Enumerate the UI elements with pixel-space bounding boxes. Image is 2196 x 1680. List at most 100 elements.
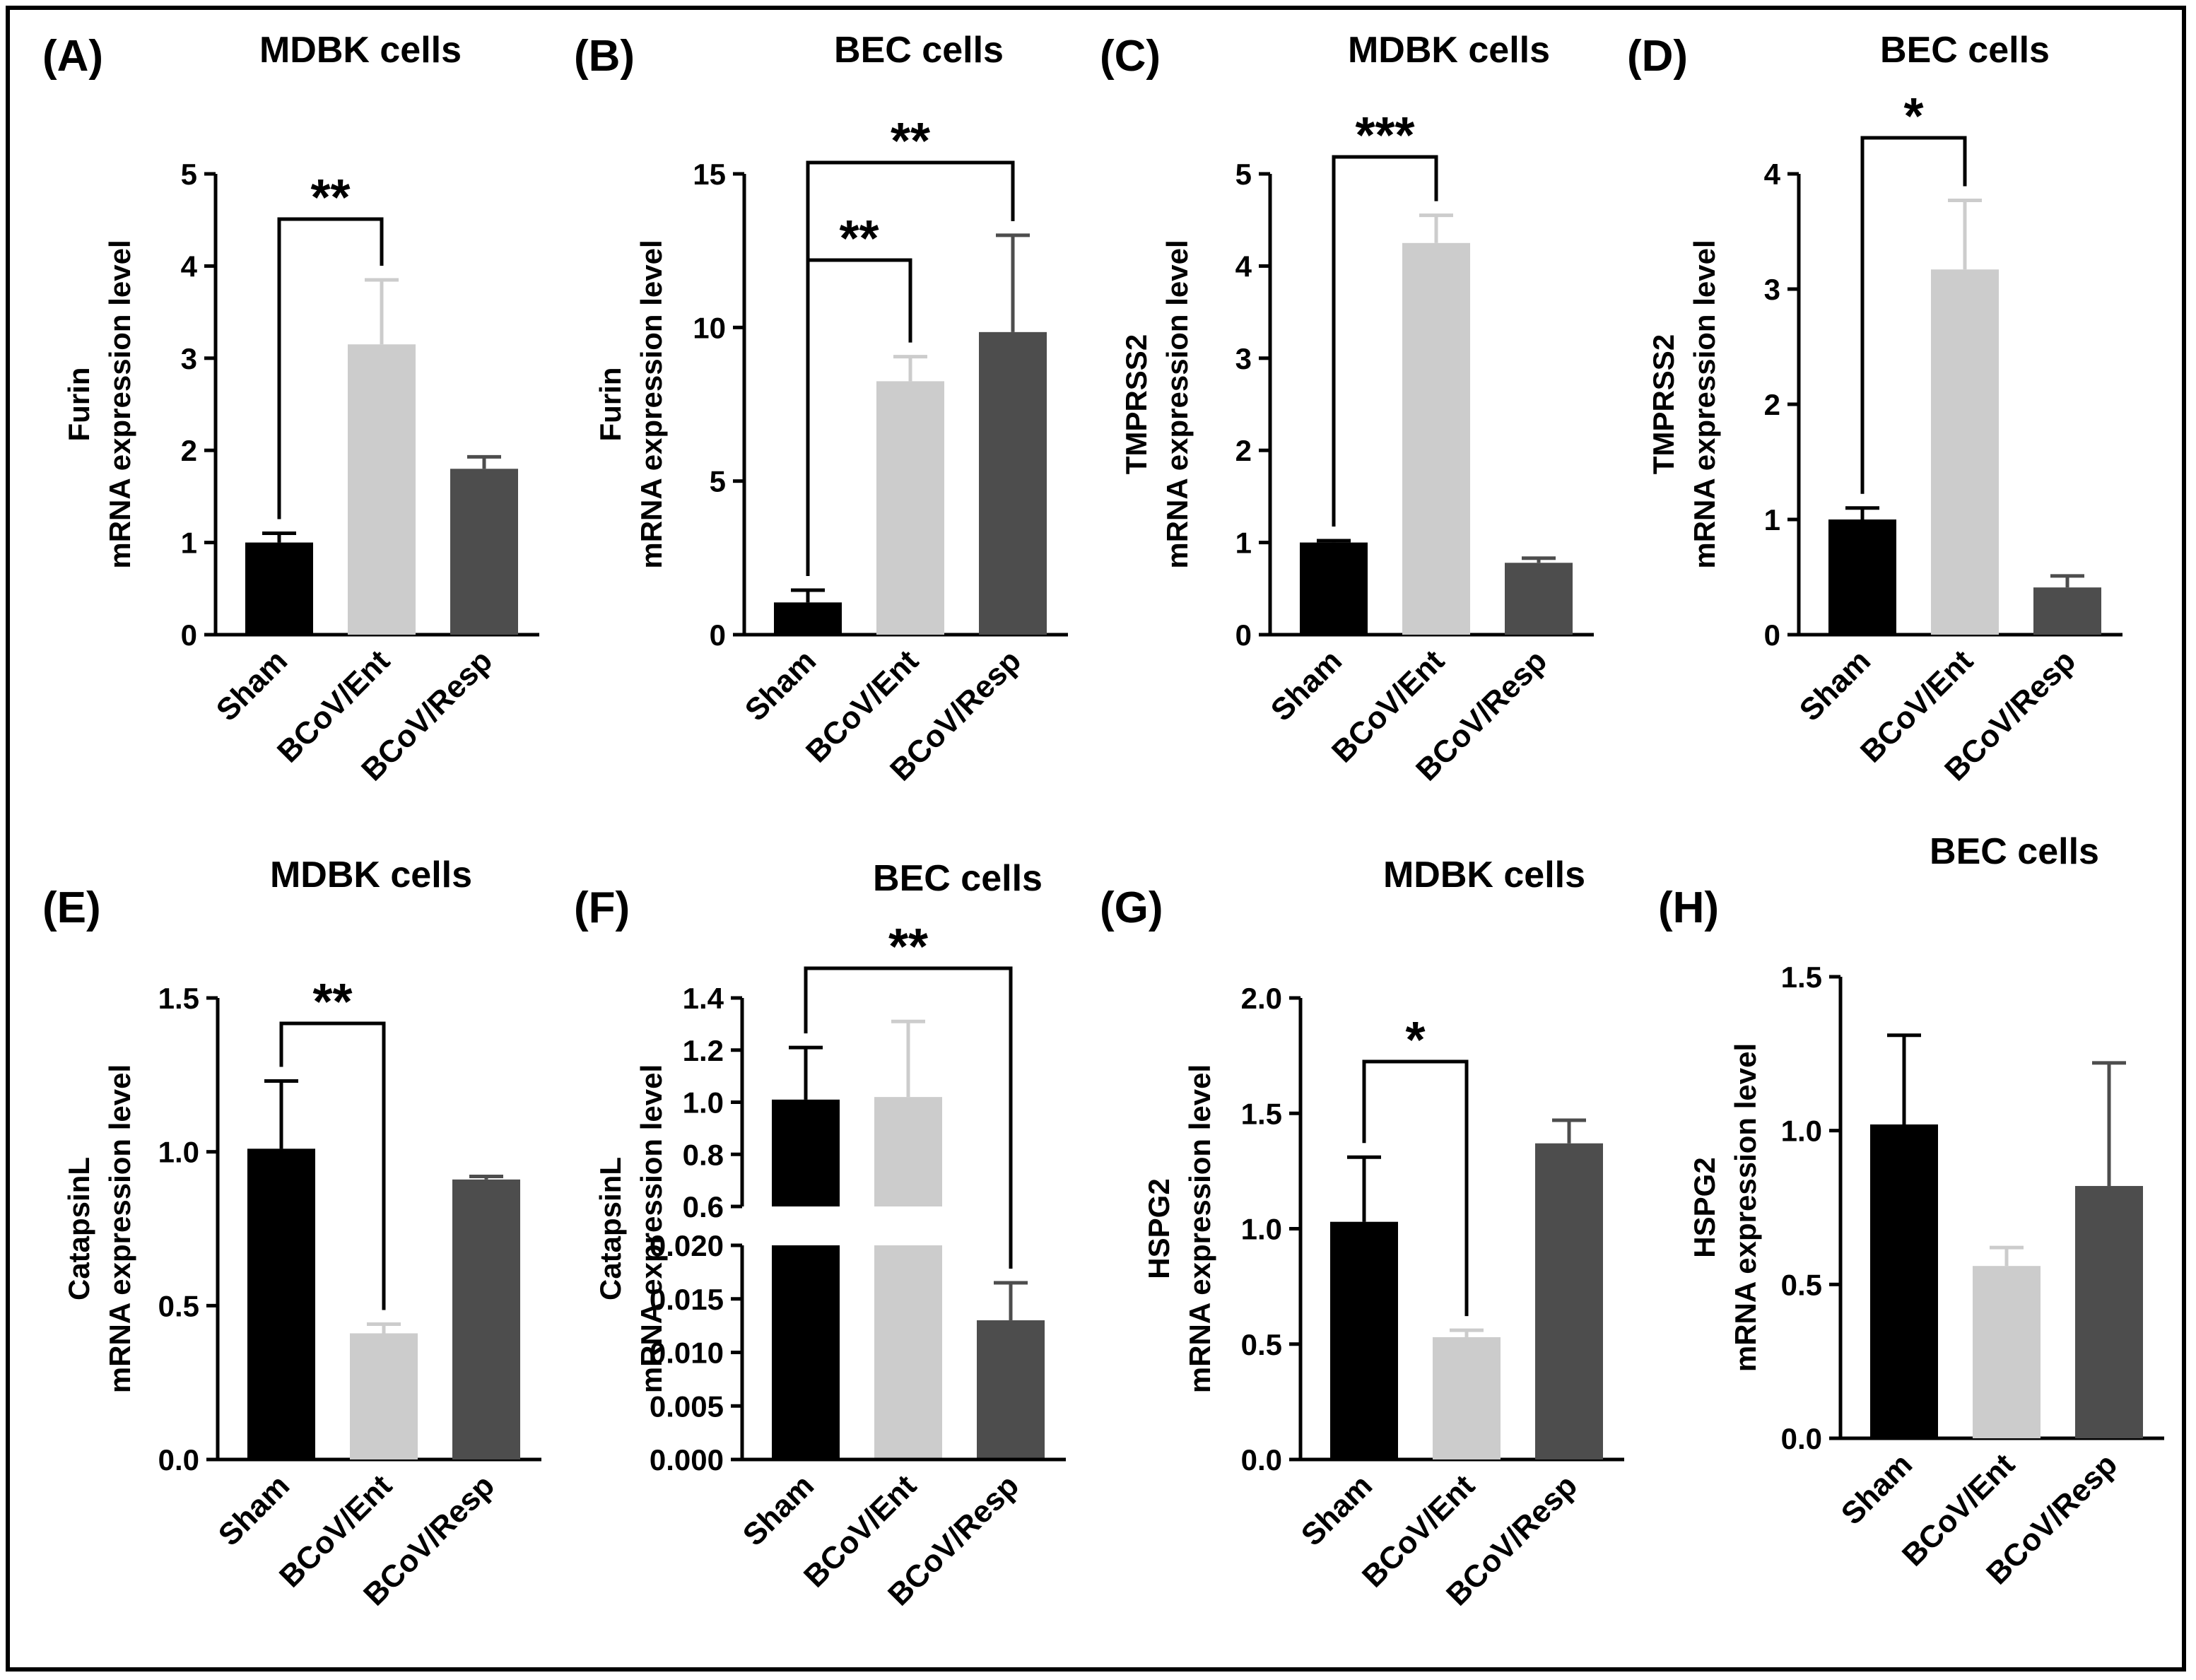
x-tick-label: Sham [1264,643,1349,727]
x-tick-label: Sham [739,643,823,727]
bar [1402,242,1470,635]
significance-label: ** [310,170,350,226]
y-tick-label: 0 [1764,618,1780,652]
y-tick-label: 3 [1235,342,1252,375]
y-tick-label: 4 [1235,249,1252,283]
y-tick-label: 0.5 [1241,1328,1282,1361]
bar [1300,542,1368,635]
y-tick-label: 0.000 [650,1443,724,1476]
y-tick-label: 1.2 [683,1034,724,1067]
y-axis-label: CatapsinL [594,1157,627,1300]
y-tick-label: 5 [710,465,726,498]
y-tick-label: 1.0 [683,1086,724,1120]
y-axis-label: Furin [62,368,95,442]
y-tick-label: 0.0 [158,1443,199,1476]
bar [245,542,313,635]
significance-label: ** [888,919,928,975]
bar [1535,1143,1603,1459]
significance-label: * [1903,88,1923,145]
bar [1870,1124,1938,1438]
y-tick-label: 2 [181,434,197,467]
chart-panel-4: (D) BEC cells TMPRSS2 mRNA expression level… [1627,30,2122,787]
bar [350,1333,418,1459]
y-axis-label: CatapsinL [62,1157,95,1300]
chart-title: MDBK cells [1348,30,1550,71]
chart-title: BEC cells [1930,831,2099,872]
bar-lower [874,1245,942,1459]
chart-panel-8: (H) BEC cells HSPG2 mRNA expression level 0.… [1658,831,2164,1591]
bar [977,1320,1045,1459]
bar [1433,1337,1501,1459]
y-tick-label: 4 [1764,158,1781,191]
y-tick-label: 2 [1235,434,1252,467]
y-tick-label: 2.0 [1241,982,1282,1015]
chart-panel-3: (C) MDBK cells TMPRSS2 mRNA expression leve… [1100,30,1594,787]
chart-panel-1: (A) MDBK cells Furin mRNA expression level 0… [42,30,539,787]
bar [450,469,518,635]
y-tick-label: 0 [1235,618,1252,652]
y-tick-label: 0.015 [650,1283,724,1316]
y-tick-label: 0.5 [158,1289,199,1322]
chart-panel-2: (B) BEC cells Furin mRNA expression level 0 5… [574,30,1068,787]
panel-label: (H) [1658,883,1719,932]
y-tick-label: 1.5 [1781,961,1822,994]
panel-label: (C) [1100,32,1161,81]
panel-label: (G) [1100,883,1163,932]
bar [876,381,944,635]
y-tick-label: 0.6 [683,1190,724,1223]
figure-border [6,6,2186,1672]
y-axis-label-sub: mRNA expression level [103,240,136,568]
bar [774,602,842,635]
y-axis-label-sub: mRNA expression level [103,1064,136,1393]
bar [452,1179,520,1459]
x-tick-label: Sham [736,1468,821,1552]
y-tick-label: 5 [181,158,197,191]
bar [247,1149,315,1459]
significance-label: ** [891,113,930,170]
y-axis-label-sub: mRNA expression level [635,240,668,568]
significance-bracket [804,966,1013,1269]
y-tick-label: 4 [181,249,198,283]
y-tick-label: 0.010 [650,1337,724,1370]
y-tick-label: 15 [693,158,726,191]
y-tick-label: 5 [1235,158,1252,191]
y-axis-label-sub: mRNA expression level [635,1064,668,1393]
y-tick-label: 0.0 [1781,1422,1822,1455]
bar [1828,519,1896,635]
y-tick-label: 3 [1764,273,1780,306]
y-axis-label: TMPRSS2 [1647,334,1680,474]
chart-panel-6: (F) BEC cells CatapsinL mRNA expression lev… [574,858,1066,1612]
y-axis-label-sub: mRNA expression level [1183,1064,1216,1393]
significance-label: *** [1355,107,1414,164]
y-axis-label: HSPG2 [1142,1178,1175,1279]
y-tick-label: 3 [181,342,197,375]
y-tick-label: 1.4 [683,982,724,1015]
y-axis-label-sub: mRNA expression level [1161,240,1194,568]
chart-title: MDBK cells [1383,854,1585,895]
y-tick-label: 1.0 [1781,1115,1822,1148]
significance-bracket [1860,136,1967,494]
panel-label: (F) [574,883,630,932]
y-tick-label: 1.5 [1241,1097,1282,1130]
chart-panel-7: (G) MDBK cells HSPG2 mRNA expression level 0… [1100,854,1624,1612]
bar [1931,269,1999,635]
significance-bracket [277,217,384,519]
bar-lower [772,1245,840,1459]
x-tick-label: Sham [212,1468,296,1552]
x-tick-label: Sham [1793,643,1877,727]
y-axis-label: HSPG2 [1688,1157,1721,1257]
y-tick-label: 1 [1764,503,1780,536]
y-axis-label: Furin [594,368,627,442]
y-tick-label: 0 [181,618,197,652]
x-tick-label: Sham [210,643,294,727]
y-tick-label: 1 [1235,527,1252,560]
bar [2033,587,2101,635]
panel-label: (A) [42,32,103,81]
significance-label: * [1405,1012,1425,1069]
y-tick-label: 1 [181,527,197,560]
y-axis-label-sub: mRNA expression level [1688,240,1721,568]
panel-label: (D) [1627,32,1688,81]
panel-label: (B) [574,32,635,81]
bar-upper [772,1099,840,1206]
y-tick-label: 0.5 [1781,1268,1822,1301]
